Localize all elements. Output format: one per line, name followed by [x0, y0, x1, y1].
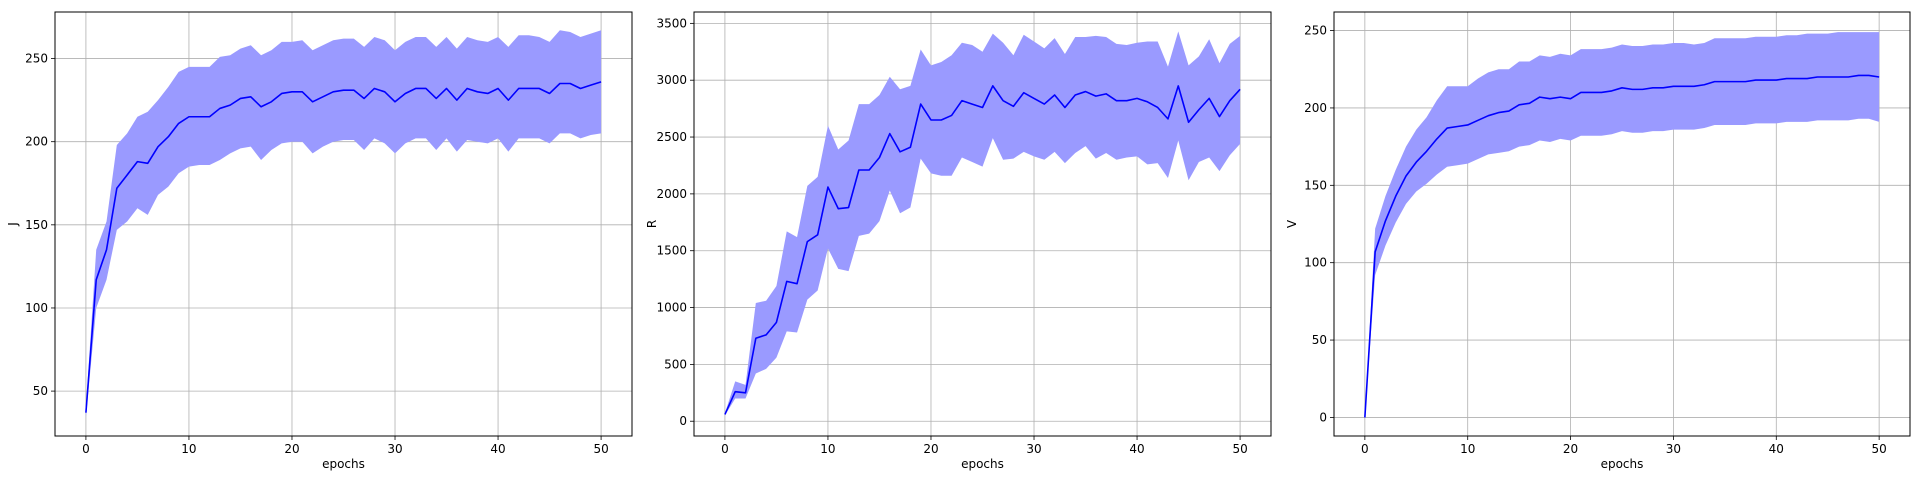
y-tick-label: 200: [1304, 101, 1327, 115]
y-tick-label: 0: [679, 414, 687, 428]
y-tick-label: 1000: [656, 301, 687, 315]
mean-line: [85, 81, 602, 413]
axes-frame: [1333, 11, 1911, 437]
x-tick-label: 10: [181, 442, 196, 456]
y-tick-label: 150: [25, 218, 48, 232]
axes-frame: [693, 11, 1272, 437]
y-tick-label: 100: [1304, 256, 1327, 270]
x-tick-label: 30: [1026, 442, 1041, 456]
x-tick-label: 20: [923, 442, 938, 456]
x-tick-label: 0: [1361, 442, 1369, 456]
mean-line: [724, 85, 1241, 415]
x-tick-label: 20: [1563, 442, 1578, 456]
x-axis-label: epochs: [961, 457, 1004, 471]
x-axis-label: epochs: [322, 457, 365, 471]
y-tick-label: 0: [1319, 410, 1327, 424]
y-tick-label: 50: [1312, 333, 1327, 347]
y-tick-label: 500: [664, 357, 687, 371]
mean-line: [1364, 74, 1880, 418]
x-tick-label: 20: [284, 442, 299, 456]
y-tick-label: 1500: [656, 244, 687, 258]
x-tick-label: 40: [490, 442, 505, 456]
y-tick-label: 3500: [656, 16, 687, 30]
x-tick-label: 0: [721, 442, 729, 456]
y-axis-label: J: [6, 222, 20, 227]
y-axis-label: V: [1285, 219, 1299, 228]
y-tick-label: 50: [33, 384, 48, 398]
y-tick-label: 250: [25, 52, 48, 66]
confidence-band: [85, 30, 602, 418]
y-axis-label: R: [645, 220, 659, 228]
y-tick-label: 3000: [656, 73, 687, 87]
y-tick-label: 100: [25, 301, 48, 315]
x-tick-label: 50: [1232, 442, 1247, 456]
x-tick-label: 30: [1666, 442, 1681, 456]
x-tick-label: 50: [1872, 442, 1887, 456]
y-tick-label: 250: [1304, 24, 1327, 38]
confidence-band: [1364, 32, 1880, 418]
axes-frame: [54, 11, 633, 437]
y-tick-label: 150: [1304, 178, 1327, 192]
plot-R: 0 10 20 30 40 500500100015002000250030003500e…: [645, 11, 1272, 471]
plot-J: 0 10 20 30 40 50 50 100 150 200 250 epochs J: [6, 11, 633, 471]
x-tick-label: 40: [1129, 442, 1144, 456]
plot-V: 0 10 20 30 40 50 0 50 100 150 200 250 epochs V: [1285, 11, 1911, 471]
x-axis-label: epochs: [1601, 457, 1644, 471]
y-tick-label: 2000: [656, 187, 687, 201]
y-tick-label: 200: [25, 135, 48, 149]
x-tick-label: 50: [593, 442, 608, 456]
x-tick-label: 10: [820, 442, 835, 456]
x-tick-label: 40: [1769, 442, 1784, 456]
y-tick-label: 2500: [656, 130, 687, 144]
confidence-band: [724, 31, 1241, 416]
x-tick-label: 30: [387, 442, 402, 456]
x-tick-label: 10: [1460, 442, 1475, 456]
x-tick-label: 0: [82, 442, 90, 456]
